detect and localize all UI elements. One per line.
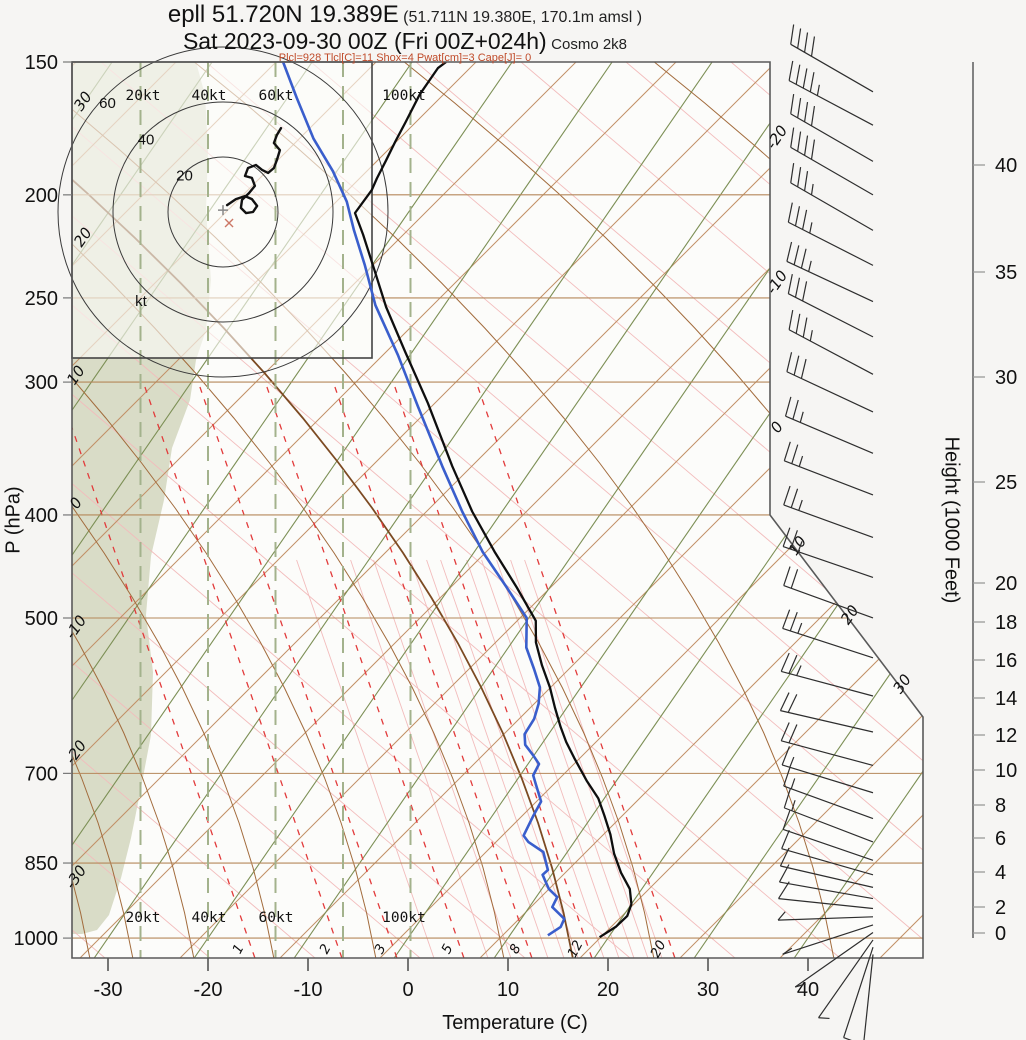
wind-barbs: [777, 24, 874, 1040]
storm-motion-marker: [224, 218, 234, 228]
pressure-tick-label: 700: [25, 763, 58, 785]
temperature-tick-label: -20: [194, 979, 223, 1001]
pressure-tick-label: 200: [25, 185, 58, 207]
hodograph-ring-label: 40: [138, 131, 155, 148]
hodograph-ring-label: 20: [176, 168, 193, 185]
height-tick-label: 6: [995, 828, 1006, 850]
temperature-tick-label: 40: [797, 979, 819, 1001]
wind-speed-ref-label-top: 20kt: [126, 88, 161, 104]
temperature-trace: [353, 62, 633, 939]
pressure-tick-label: 500: [25, 608, 58, 630]
temperature-tick-label: 0: [402, 979, 413, 1001]
valid-time: Sat 2023-09-30 00Z (Fri 00Z+024h): [182, 28, 547, 54]
wind-speed-ref-label-top: 60kt: [259, 88, 294, 104]
x-axis-title: Temperature (C): [442, 1012, 588, 1034]
height-tick-label: 10: [995, 760, 1017, 782]
dewpoint-trace: [281, 62, 566, 937]
wind-speed-ref-label-top: 100kt: [382, 88, 426, 104]
indices-line: Plcl=928 Tlcl[C]=11 Shox=4 Pwat[cm]=3 Ca…: [278, 52, 532, 64]
sounding-profiles: [281, 62, 633, 939]
hodograph-ring: [112, 101, 334, 323]
pressure-axis-title: P (hPa): [2, 486, 25, 554]
wind-speed-ref-label-bottom: 40kt: [192, 910, 227, 926]
pressure-tick-label: 300: [25, 372, 58, 394]
pressure-tick-label: 250: [25, 288, 58, 310]
height-tick-label: 0: [995, 923, 1006, 945]
temperature-tick-label: 10: [497, 979, 519, 1001]
height-tick-label: 20: [995, 573, 1017, 595]
height-tick-label: 2: [995, 897, 1006, 919]
height-tick-label: 4: [995, 862, 1006, 884]
height-tick-label: 30: [995, 367, 1017, 389]
pressure-tick-label: 850: [25, 853, 58, 875]
pressure-tick-label: 150: [25, 52, 58, 74]
hodograph-trace: [225, 126, 283, 215]
height-tick-label: 12: [995, 725, 1017, 747]
time-line: Sat 2023-09-30 00Z (Fri 00Z+024h) Cosmo …: [0, 30, 810, 56]
temperature-tick-label: -10: [294, 979, 323, 1001]
station-line: epll 51.720N 19.389E (51.711N 19.380E, 1…: [0, 2, 810, 30]
wind-speed-ref-label-bottom: 20kt: [126, 910, 161, 926]
height-tick-label: 14: [995, 688, 1017, 710]
wind-speed-ref-label-top: 40kt: [192, 88, 227, 104]
wind-speed-ref-label-bottom: 100kt: [382, 910, 426, 926]
height-tick-label: 8: [995, 795, 1006, 817]
height-tick-label: 18: [995, 612, 1017, 634]
temperature-tick-label: -30: [94, 979, 123, 1001]
station-id: epll 51.720N 19.389E: [167, 1, 399, 28]
mixing-ratio-label: 12: [564, 938, 586, 961]
hodograph-origin-marker: [218, 205, 228, 216]
mixing-ratio-label: 20: [647, 938, 669, 961]
wind-speed-ref-label-bottom: 60kt: [259, 910, 294, 926]
plot-frame: [71, 61, 924, 959]
hodograph-ring: [167, 156, 279, 268]
hodograph-ring: [57, 46, 389, 378]
height-tick-label: 40: [995, 155, 1017, 177]
model-name: Cosmo 2k8: [551, 36, 628, 53]
pressure-tick-label: 1000: [14, 928, 59, 950]
height-tick-label: 35: [995, 262, 1017, 284]
height-tick-label: 16: [995, 650, 1017, 672]
pressure-tick-label: 400: [25, 505, 58, 527]
chart-header: epll 51.720N 19.389E (51.711N 19.380E, 1…: [0, 2, 810, 64]
height-axis-title: Height (1000 Feet): [940, 436, 963, 604]
hodograph-ring-label: 60: [99, 95, 116, 112]
height-tick-label: 25: [995, 472, 1017, 494]
station-detail: (51.711N 19.380E, 170.1m amsl ): [403, 9, 643, 26]
hodograph-unit-label: kt: [135, 293, 148, 310]
temperature-tick-label: 30: [697, 979, 719, 1001]
temperature-tick-label: 20: [597, 979, 619, 1001]
